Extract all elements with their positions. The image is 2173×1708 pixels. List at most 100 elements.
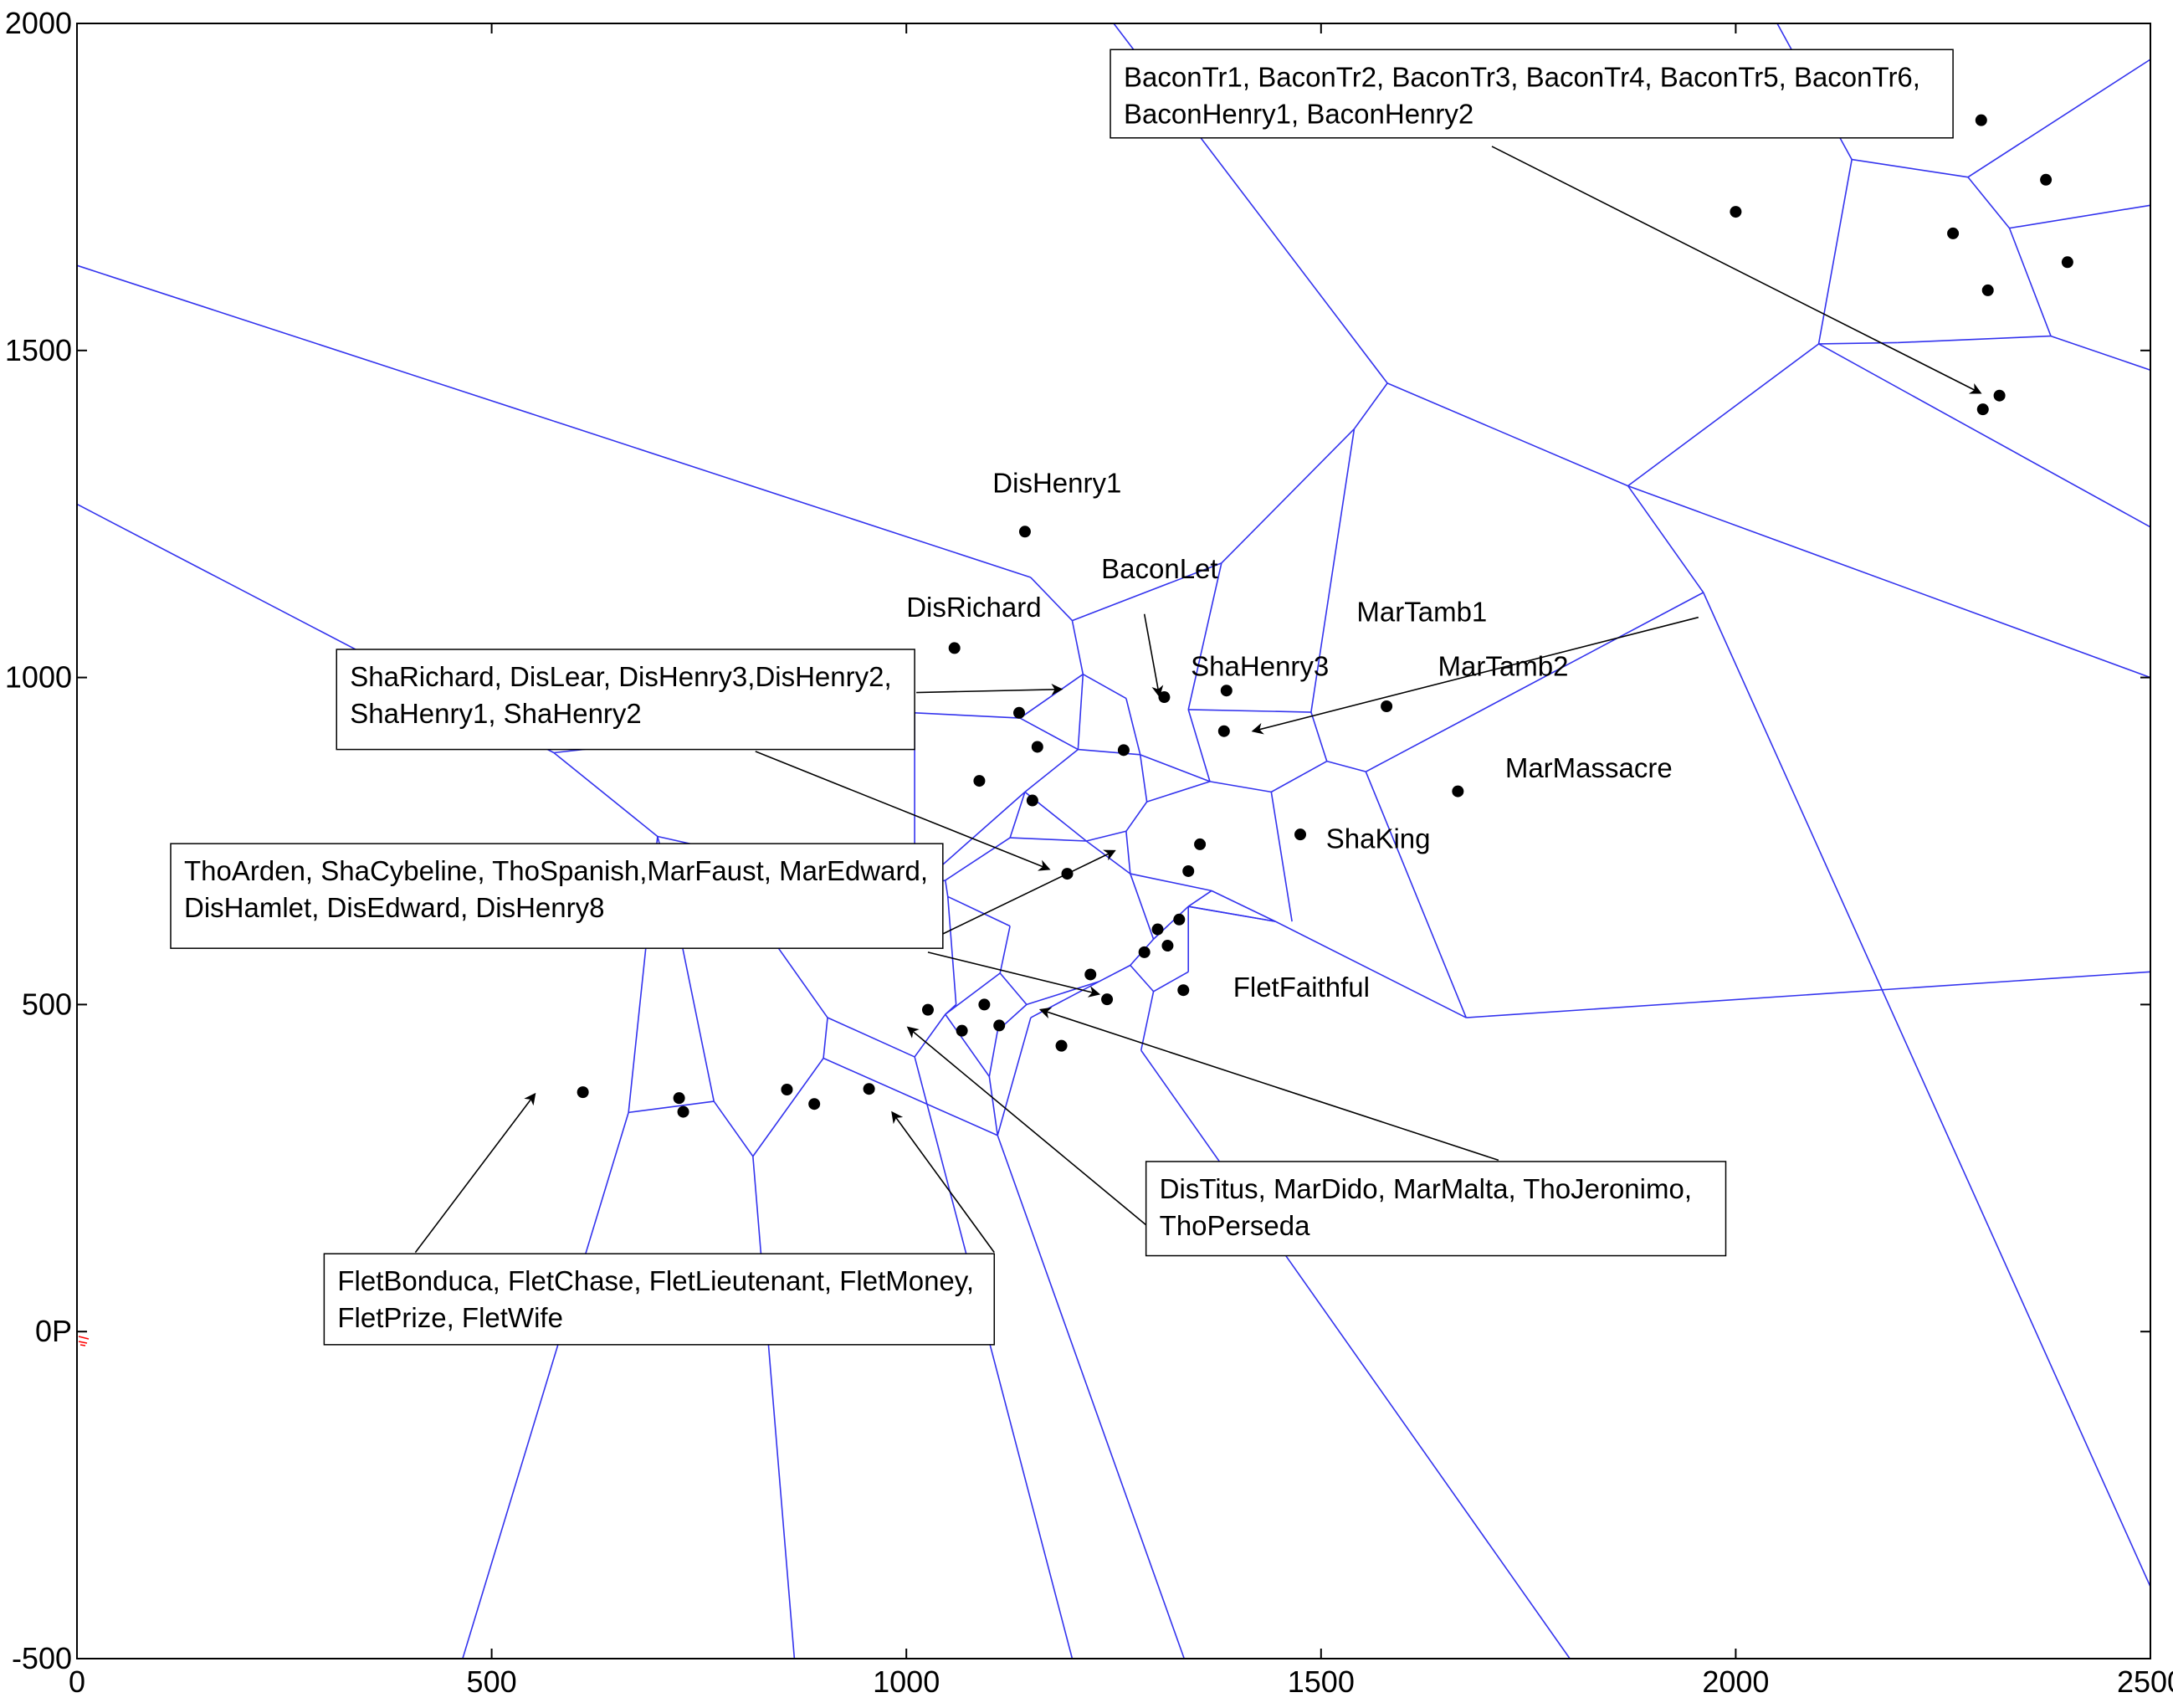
data-point xyxy=(1151,923,1164,936)
voronoi-edge xyxy=(1140,1049,1571,1659)
data-point xyxy=(577,1086,589,1099)
data-point xyxy=(1294,828,1307,841)
voronoi-edge xyxy=(823,1017,828,1059)
data-point xyxy=(956,1024,968,1037)
voronoi-edge xyxy=(1140,754,1211,782)
voronoi-edge xyxy=(1078,748,1140,756)
voronoi-edge xyxy=(946,896,957,1005)
annotation-arrow xyxy=(916,683,1063,695)
voronoi-edge xyxy=(1086,830,1127,842)
data-point xyxy=(1177,984,1190,997)
data-point xyxy=(1018,526,1031,538)
data-point xyxy=(1031,741,1043,753)
data-point xyxy=(978,998,991,1011)
voronoi-edge xyxy=(1967,59,2151,178)
voronoi-edge xyxy=(823,1057,998,1136)
axis-ticks: 0 500 1000 1500 2000 2500 -500 0P 500 1000 1500 200… xyxy=(5,6,2173,1699)
annotation-arrow xyxy=(1491,146,1982,394)
data-point xyxy=(1182,864,1195,877)
annotation-box: BaconTr1, BaconTr2, BaconTr3, BaconTr4, … xyxy=(1110,49,1954,139)
annotation-box: FletBonduca, FletChase, FletLieutenant, … xyxy=(323,1253,996,1346)
data-point xyxy=(1013,706,1026,719)
data-point xyxy=(1084,968,1097,981)
voronoi-edge xyxy=(999,926,1011,974)
point-labels: DisHenry1 BaconLet DisRichard MarTamb1 ShaHe… xyxy=(906,467,1673,1003)
data-point xyxy=(2040,173,2053,186)
annotation-box-text: FletPrize, FletWife xyxy=(337,1302,563,1333)
voronoi-edge xyxy=(914,1056,1074,1659)
annotation-box-frame xyxy=(336,649,915,751)
voronoi-edge xyxy=(1130,873,1212,892)
annotation-boxes: BaconTr1, BaconTr2, BaconTr3, BaconTr4, … xyxy=(170,49,1954,1346)
voronoi-edge xyxy=(1140,991,1155,1051)
annotation-box: DisTitus, MarDido, MarMalta, ThoJeronimo… xyxy=(1145,1161,1727,1257)
voronoi-edge xyxy=(1130,873,1155,940)
voronoi-edge xyxy=(915,712,1021,719)
voronoi-edge xyxy=(1326,760,1366,772)
annotation-arrow xyxy=(906,1026,1147,1226)
voronoi-edge xyxy=(999,972,1028,1005)
voronoi-edge xyxy=(1139,754,1148,803)
voronoi-edge xyxy=(1466,971,2151,1018)
annotation-arrow xyxy=(942,849,1116,935)
point-label: MarMassacre xyxy=(1505,752,1673,783)
x-tick-label: 2500 xyxy=(2117,1664,2173,1699)
point-label: DisHenry1 xyxy=(992,467,1121,498)
y-tick-label: 500 xyxy=(22,987,72,1021)
data-point xyxy=(1026,794,1038,807)
voronoi-edge xyxy=(1627,485,2151,679)
voronoi-edge xyxy=(1146,781,1211,803)
annotation-box-text: ThoArden, ShaCybeline, ThoSpanish,MarFau… xyxy=(184,855,928,886)
voronoi-edge xyxy=(1153,971,1189,992)
voronoi-edge xyxy=(1077,674,1084,750)
voronoi-edge xyxy=(1082,673,1127,700)
voronoi-edge xyxy=(1274,921,1467,1018)
data-point xyxy=(673,1092,685,1105)
data-point xyxy=(863,1083,875,1095)
voronoi-edge xyxy=(1627,485,1704,593)
voronoi-edge xyxy=(1209,781,1272,793)
data-point xyxy=(1730,206,1742,218)
voronoi-edge xyxy=(1627,343,1819,487)
data-point xyxy=(993,1019,1006,1032)
annotation-arrows xyxy=(414,146,1982,1254)
data-point xyxy=(1976,403,1989,416)
y-tick-label: 2000 xyxy=(5,6,72,40)
voronoi-edge xyxy=(914,1013,946,1058)
data-point xyxy=(921,1003,934,1016)
voronoi-edge xyxy=(1019,674,1084,719)
y-tick-label: 1500 xyxy=(5,333,72,367)
voronoi-edge xyxy=(1071,620,1084,674)
annotation-arrow xyxy=(927,951,1101,998)
voronoi-edge xyxy=(1125,831,1131,875)
annotation-box-text: ShaRichard, DisLear, DisHenry3,DisHenry2… xyxy=(350,661,891,692)
voronoi-edge xyxy=(1024,748,1079,793)
voronoi-edge xyxy=(1897,335,2052,344)
x-tick-label: 2000 xyxy=(1702,1664,1769,1699)
voronoi-edge xyxy=(945,837,1011,881)
point-label: DisRichard xyxy=(906,592,1041,623)
data-point xyxy=(1194,838,1207,850)
point-label: MarTamb1 xyxy=(1356,596,1487,627)
data-point xyxy=(1947,227,1960,239)
data-point xyxy=(1981,284,1994,296)
annotation-box-text: DisHamlet, DisEdward, DisHenry8 xyxy=(184,892,604,923)
voronoi-edge xyxy=(947,895,1011,927)
voronoi-edge xyxy=(1010,837,1087,842)
point-label: MarTamb2 xyxy=(1438,650,1569,681)
voronoi-edge xyxy=(1130,964,1155,992)
voronoi-edge xyxy=(1098,964,1131,982)
annotation-arrow xyxy=(1038,1007,1499,1162)
data-point xyxy=(1138,946,1151,958)
voronoi-edge xyxy=(1818,341,1898,345)
origin-marker-icon xyxy=(78,1336,90,1346)
data-point xyxy=(1993,389,2006,402)
voronoi-edge xyxy=(827,1017,915,1058)
annotation-box-frame xyxy=(170,843,944,949)
voronoi-edge xyxy=(1365,592,1704,772)
voronoi-edge xyxy=(988,1076,999,1136)
voronoi-edge xyxy=(1386,382,1628,487)
voronoi-edge xyxy=(1703,592,2151,1587)
voronoi-edge xyxy=(1009,792,1026,839)
annotation-box: ShaRichard, DisLear, DisHenry3,DisHenry2… xyxy=(336,649,915,751)
